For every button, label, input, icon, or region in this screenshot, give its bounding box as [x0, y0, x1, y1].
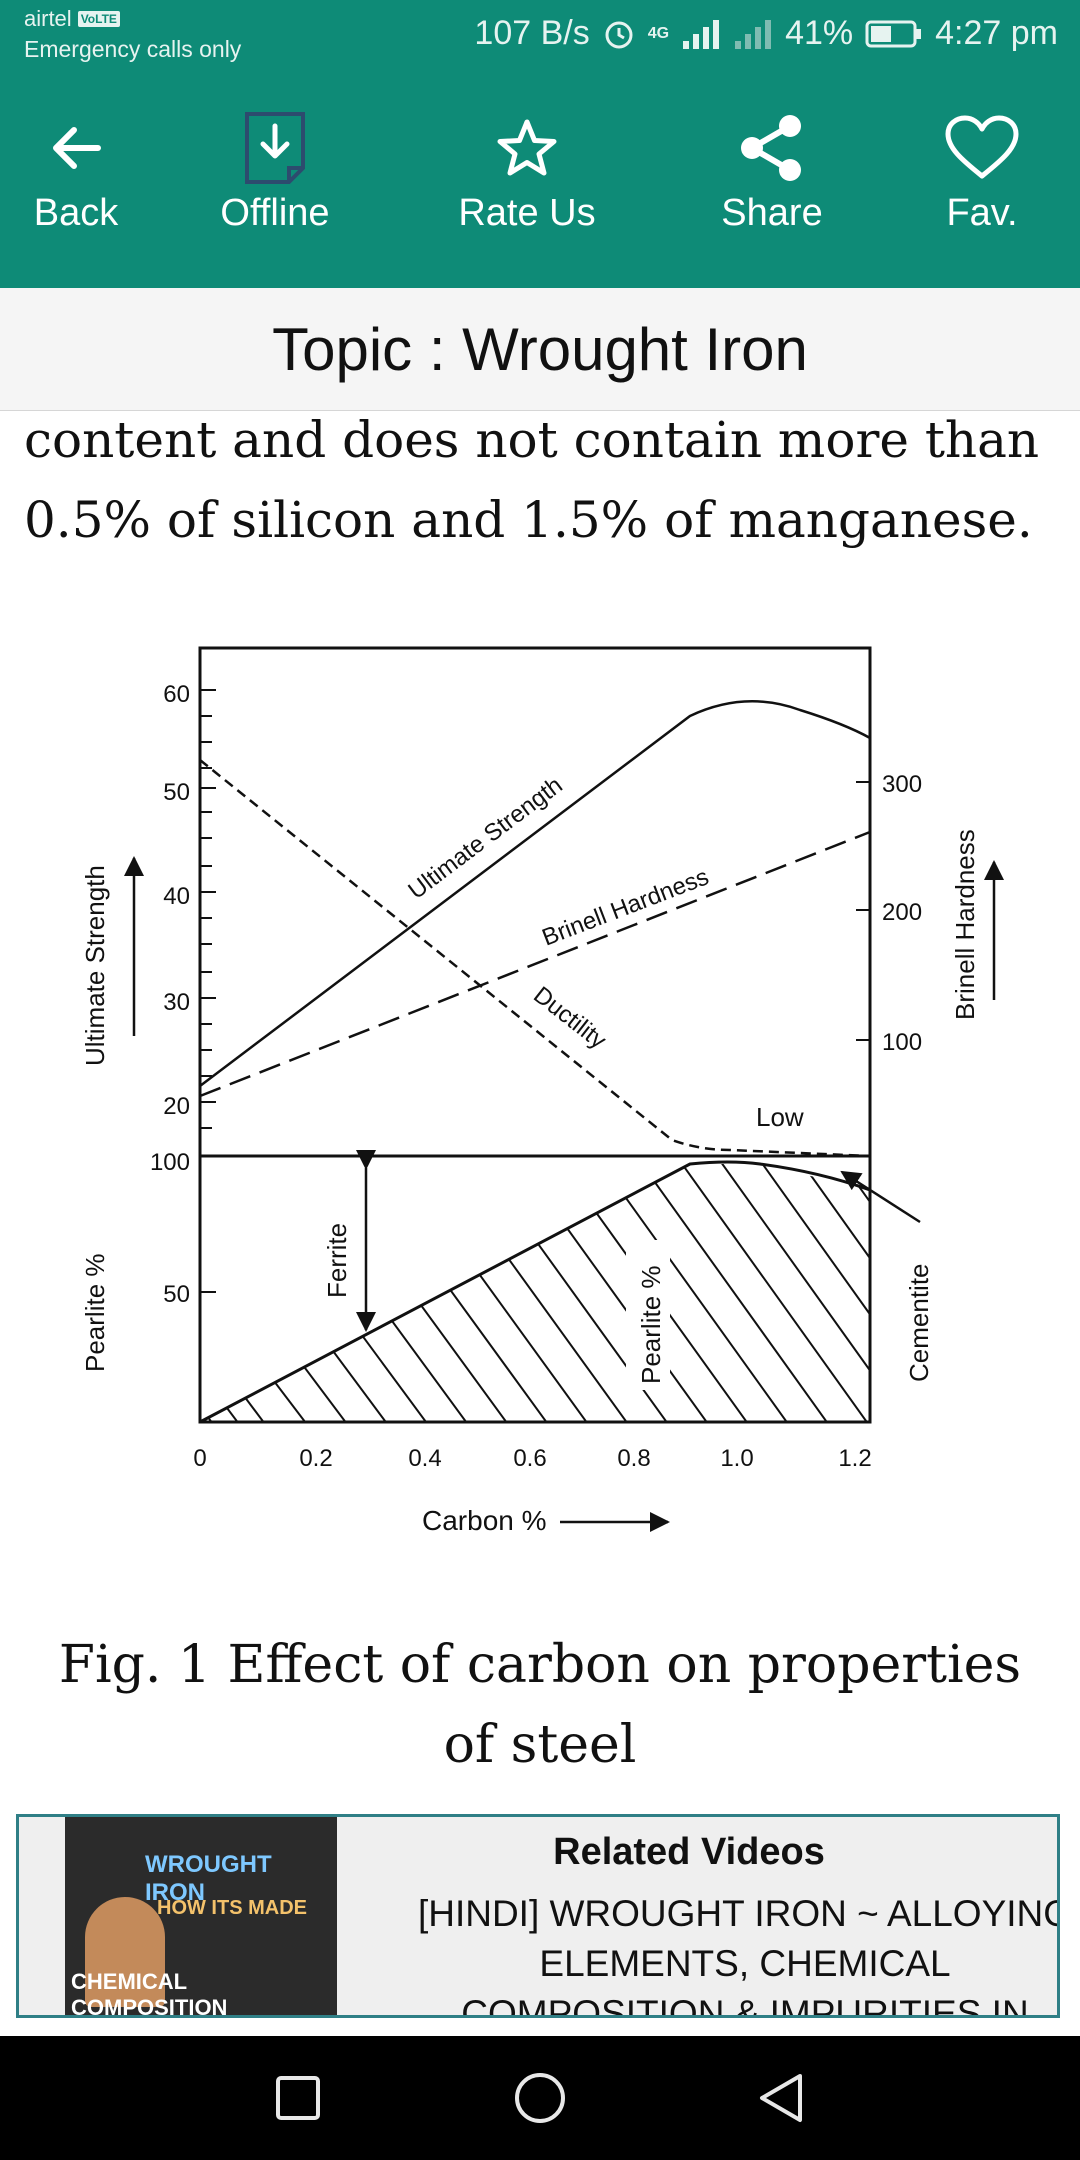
y-left-tick: 30: [163, 989, 190, 1016]
clock: 4:27 pm: [935, 14, 1058, 52]
topic-bar: Topic : Wrought Iron: [0, 288, 1080, 411]
y-left-tick: 20: [163, 1093, 190, 1120]
pearlite-tick: 100: [150, 1149, 190, 1176]
emergency-text: Emergency calls only: [24, 36, 242, 62]
y-right-tick: 200: [882, 899, 922, 926]
ductility-curve: [199, 759, 871, 1158]
x-tick: 0.6: [513, 1445, 546, 1472]
ultimate-strength-curve: [199, 700, 871, 1087]
download-file-icon: [205, 110, 345, 186]
topic-title: Topic : Wrought Iron: [272, 315, 808, 383]
cementite-label: Cementite: [904, 1264, 934, 1383]
ferrite-label: Ferrite: [322, 1223, 352, 1298]
share-label: Share: [721, 192, 823, 234]
x-tick: 1.2: [838, 1445, 871, 1472]
network-type: 4G: [647, 24, 670, 42]
pearlite-boundary: [199, 1160, 871, 1424]
y-left-tick: 40: [163, 883, 190, 910]
share-icon: [706, 110, 838, 186]
top-toolbar: Back Offline Rate Us: [0, 72, 1080, 288]
rate-us-label: Rate Us: [458, 192, 596, 234]
star-icon: [440, 110, 614, 186]
ultimate-strength-curve-label: Ultimate Strength: [403, 772, 567, 905]
x-tick: 0: [193, 1445, 206, 1472]
volte-badge: VoLTE: [77, 11, 120, 27]
heart-icon: [930, 110, 1034, 186]
network-speed: 107 B/s: [474, 14, 590, 52]
x-tick: 0.2: [299, 1445, 332, 1472]
signal-2-icon: [735, 19, 772, 49]
battery-percent: 41%: [785, 14, 854, 52]
arrow-left-icon: [20, 110, 132, 186]
alarm-icon: [605, 21, 633, 48]
thumb-footer-line: CHEMICAL COMPOSITION: [71, 1969, 228, 2017]
battery-icon: [865, 20, 922, 47]
pearlite-region-label: Pearlite %: [636, 1266, 666, 1385]
thumb-subtitle-line: HOW ITS MADE: [157, 1897, 307, 1919]
brinell-hardness-axis-label: Brinell Hardness: [950, 829, 980, 1020]
offline-button[interactable]: Offline: [205, 110, 345, 235]
brinell-hardness-curve-label: Brinell Hardness: [538, 863, 712, 951]
system-navigation-bar: [0, 2036, 1080, 2160]
back-label: Back: [33, 192, 119, 234]
cementite-arrow: [840, 1170, 921, 1224]
x-tick: 1.0: [720, 1445, 753, 1472]
x-tick: 0.4: [408, 1445, 441, 1472]
presenter-image: [85, 1897, 165, 2007]
carrier: airtel VoLTE: [24, 6, 241, 32]
y-right-tick: 100: [882, 1029, 922, 1056]
status-right: 107 B/s 4G 41% 4:27 pm: [474, 14, 1058, 53]
lower-plot-frame: [198, 1154, 872, 1424]
figure-caption: Fig. 1 Effect of carbon on properties of…: [58, 1635, 1022, 1775]
pearlite-label-bg: [626, 1240, 670, 1390]
fav-button[interactable]: Fav.: [930, 110, 1034, 235]
pearlite-tick: 50: [163, 1281, 190, 1308]
y-right-tick: 300: [882, 771, 922, 798]
y-left-tick: 60: [163, 681, 190, 708]
related-videos-card[interactable]: WROUGHT IRON HOW ITS MADE CHEMICAL COMPO…: [16, 1814, 1060, 2018]
rate-us-button[interactable]: Rate Us: [440, 110, 614, 235]
carbon-effect-figure: 60 50 40 30 20 100 50 300 200 100 0 0.2 …: [80, 646, 1004, 1536]
left-axis-ticks: [200, 689, 870, 1293]
article-paragraph: content and does not contain more than 0…: [24, 411, 1040, 549]
signal-icon: [683, 19, 720, 49]
x-tick: 0.8: [617, 1445, 650, 1472]
upper-plot-frame: [198, 646, 872, 1158]
video-thumbnail[interactable]: WROUGHT IRON HOW ITS MADE CHEMICAL COMPO…: [65, 1817, 337, 2017]
back-button[interactable]: Back: [20, 110, 132, 235]
brinell-hardness-curve: [199, 830, 871, 1098]
related-videos-heading: Related Videos: [553, 1831, 825, 1873]
pearlite-axis-label: Pearlite %: [80, 1254, 110, 1373]
offline-label: Offline: [220, 192, 330, 234]
related-video-title[interactable]: [HINDI] WROUGHT IRON ~ ALLOYING ELEMENTS…: [417, 1893, 1060, 2017]
square-icon[interactable]: [268, 2068, 328, 2128]
circle-icon[interactable]: [510, 2068, 570, 2128]
status-bar: airtel VoLTE Emergency calls only 107 B/…: [0, 0, 1080, 72]
ductility-label: Ductility: [528, 981, 611, 1054]
carbon-axis-label: Carbon %: [422, 1505, 547, 1536]
status-left: airtel VoLTE Emergency calls only: [24, 6, 241, 63]
low-label: Low: [756, 1102, 804, 1132]
share-button[interactable]: Share: [706, 110, 838, 235]
carrier-name: airtel: [24, 6, 72, 31]
ultimate-strength-axis-label: Ultimate Strength: [80, 865, 110, 1066]
fav-label: Fav.: [946, 192, 1018, 234]
thumb-title-line: WROUGHT IRON: [145, 1851, 272, 1906]
triangle-icon[interactable]: [750, 2068, 810, 2128]
y-left-tick: 50: [163, 779, 190, 806]
